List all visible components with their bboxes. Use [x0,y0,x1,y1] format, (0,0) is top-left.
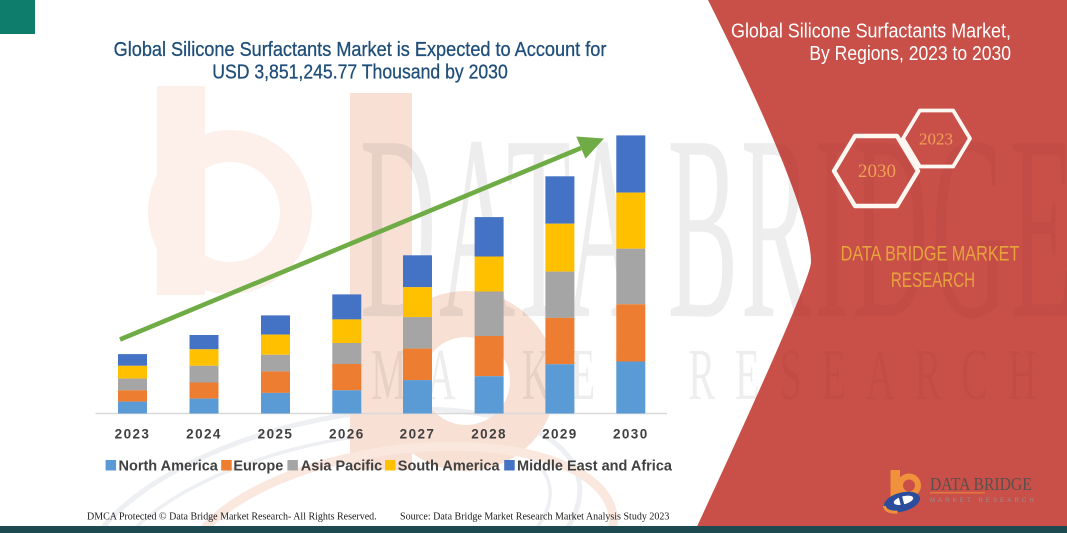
svg-text:2025: 2025 [258,426,294,441]
svg-text:Global Silicone Surfactants Ma: Global Silicone Surfactants Market is Ex… [114,38,607,61]
svg-text:2028: 2028 [471,426,507,441]
svg-text:Europe: Europe [233,459,283,475]
svg-text:Asia Pacific: Asia Pacific [301,459,382,475]
svg-text:South America: South America [398,459,501,475]
svg-text:DATA BRIDGE: DATA BRIDGE [930,474,1032,494]
svg-text:RESEARCH: RESEARCH [891,267,975,291]
svg-text:2026: 2026 [329,426,365,441]
svg-text:DMCA Protected © Data Bridge M: DMCA Protected © Data Bridge Market Rese… [87,511,377,523]
svg-text:2030: 2030 [613,426,649,441]
svg-text:USD 3,851,245.77 Thousand by 2: USD 3,851,245.77 Thousand by 2030 [212,61,508,84]
svg-text:Source: Data Bridge Market Res: Source: Data Bridge Market Research Mark… [400,511,669,522]
svg-text:North America: North America [119,459,219,475]
svg-text:2023: 2023 [115,426,151,441]
svg-text:2023: 2023 [919,130,953,149]
svg-text:MARKET RESEARCH: MARKET RESEARCH [371,335,1057,416]
svg-text:DATA BRIDGE MARKET: DATA BRIDGE MARKET [841,242,1020,266]
svg-text:Global Silicone Surfactants Ma: Global Silicone Surfactants Market, [731,20,1011,42]
svg-text:MARKET RESEARCH: MARKET RESEARCH [930,497,1037,504]
svg-text:By Regions, 2023 to 2030: By Regions, 2023 to 2030 [809,43,1011,66]
svg-text:2024: 2024 [186,426,222,441]
svg-text:2029: 2029 [542,426,578,441]
svg-text:Middle East and Africa: Middle East and Africa [517,459,673,475]
svg-text:2030: 2030 [858,161,896,182]
svg-text:DATA BRIDGE: DATA BRIDGE [360,82,1067,374]
svg-text:2027: 2027 [400,426,436,441]
